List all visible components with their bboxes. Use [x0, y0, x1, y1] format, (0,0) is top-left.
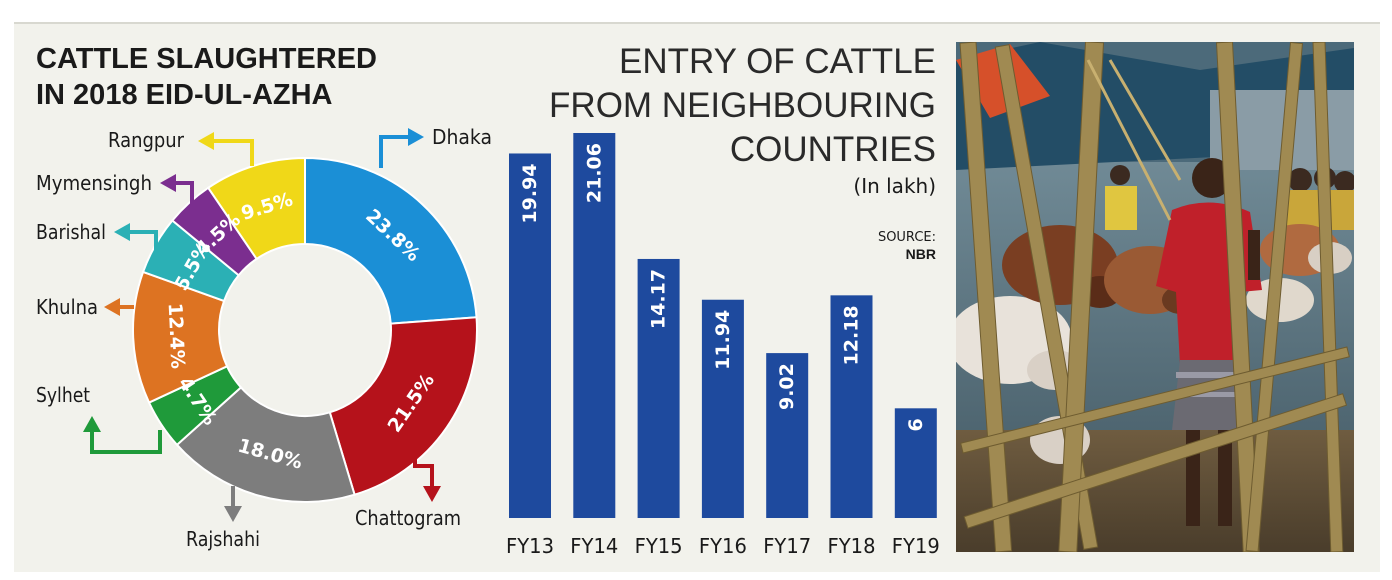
bar-unit-label: (In lakh)	[853, 174, 936, 198]
source-value: NBR	[906, 246, 936, 262]
region-label-chattogram: Chattogram	[355, 506, 461, 530]
donut-chart-section: CATTLE SLAUGHTERED IN 2018 EID-UL-AZHA 2…	[36, 43, 492, 551]
donut-slice-dhaka	[304, 156, 478, 325]
cattle-market-photo	[956, 42, 1354, 552]
donut-title-line-1: CATTLE SLAUGHTERED	[36, 43, 377, 75]
region-label-barishal: Barishal	[36, 220, 106, 244]
region-labels: Dhaka Chattogram Rajshahi Sylhet Khulna …	[36, 125, 492, 551]
donut-slice-chattogram	[328, 316, 478, 496]
region-label-khulna: Khulna	[36, 295, 98, 319]
bar-category-fy13: FY13	[506, 534, 554, 558]
bar-fy17	[766, 353, 809, 518]
bar-title-line-1: ENTRY OF CATTLE	[619, 42, 936, 81]
bars	[509, 133, 937, 518]
callout-arrowhead-barishal	[114, 223, 130, 241]
callout-arrowhead-rangpur	[198, 132, 214, 150]
bar-category-fy17: FY17	[763, 534, 811, 558]
callout-arrowhead-rajshahi	[224, 506, 242, 522]
bar-value-fy15: 14.17	[648, 269, 670, 329]
bar-title-line-2: FROM NEIGHBOURING	[549, 86, 936, 125]
bar-value-fy16: 11.94	[712, 310, 734, 370]
bar-value-fy17: 9.02	[776, 363, 798, 410]
bar-category-fy19: FY19	[892, 534, 940, 558]
bar-fy13	[509, 153, 551, 518]
region-label-sylhet: Sylhet	[36, 383, 90, 407]
bar-value-fy13: 19.94	[519, 163, 541, 223]
bar-fy16	[701, 299, 744, 518]
bar-fy19	[894, 408, 937, 518]
callout-arrow-mymensingh	[174, 181, 194, 206]
callout-arrows	[83, 128, 441, 522]
region-label-rangpur: Rangpur	[108, 128, 185, 152]
bar-value-fy19: 6	[905, 418, 927, 431]
bar-fy14	[573, 133, 616, 518]
bar-value-fy14: 21.06	[583, 143, 605, 203]
callout-arrow-barishal	[128, 230, 158, 256]
bar-category-fy15: FY15	[635, 534, 683, 558]
source-label: SOURCE:	[878, 230, 936, 245]
bar-fy15	[637, 258, 680, 518]
donut-percent-khulna: 12.4%	[164, 303, 189, 370]
callout-arrowhead-dhaka	[408, 128, 424, 146]
callout-arrow-sylhet	[90, 430, 162, 454]
region-label-mymensingh: Mymensingh	[36, 171, 152, 195]
bar-fy18	[830, 295, 873, 518]
donut-slices	[132, 156, 478, 503]
bar-category-fy14: FY14	[570, 534, 618, 558]
donut-slice-rangpur	[206, 156, 306, 261]
donut-title-line-2: IN 2018 EID-UL-AZHA	[36, 79, 333, 111]
callout-arrow-chattogram	[413, 446, 434, 488]
bar-value-labels: 19.94 21.06 14.17 11.94 9.02 12.18 6	[519, 143, 927, 432]
callout-arrow-dhaka	[379, 135, 408, 168]
bar-category-labels: FY13 FY14 FY15 FY16 FY17 FY18 FY19	[506, 534, 940, 558]
callout-arrowhead-chattogram	[423, 486, 441, 502]
region-label-rajshahi: Rajshahi	[186, 527, 260, 551]
callout-arrowhead-khulna	[104, 298, 120, 316]
bar-title-line-3: COUNTRIES	[730, 130, 936, 169]
callout-arrowhead-sylhet	[83, 416, 101, 432]
donut-slice-rajshahi	[175, 386, 356, 503]
bar-value-fy18: 12.18	[841, 305, 863, 365]
region-label-dhaka: Dhaka	[432, 125, 492, 149]
bar-category-fy18: FY18	[828, 534, 876, 558]
callout-arrowhead-mymensingh	[160, 174, 176, 192]
callout-arrow-rangpur	[212, 139, 254, 166]
bar-category-fy16: FY16	[699, 534, 747, 558]
